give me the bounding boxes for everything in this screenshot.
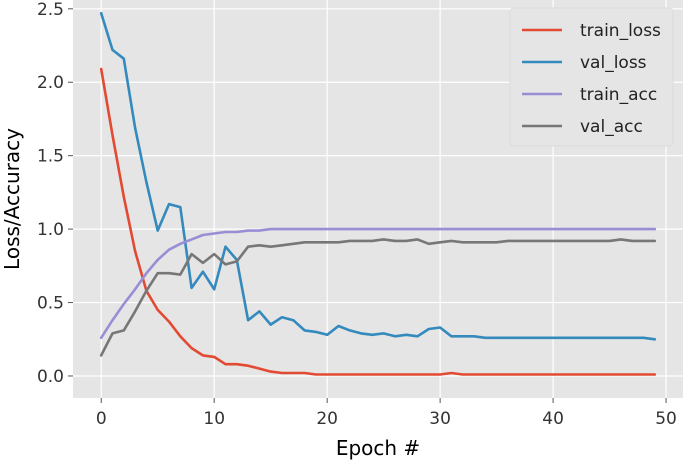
x-tick-label: 40 — [542, 409, 564, 429]
axis-ticks: 0 10 20 30 40 50 0.0 0.5 1.0 1.5 2.0 2.5 — [37, 0, 677, 429]
legend: train_loss val_loss train_acc val_acc — [509, 7, 674, 147]
y-tick-label: 0.0 — [37, 367, 64, 387]
legend-label-train-acc: train_acc — [580, 85, 657, 105]
x-axis-label: Epoch # — [336, 436, 420, 460]
x-tick-label: 50 — [655, 409, 677, 429]
y-axis-label: Loss/Accuracy — [0, 128, 24, 270]
x-tick-label: 20 — [316, 409, 338, 429]
series-layer — [99, 11, 657, 376]
x-tick-label: 30 — [429, 409, 451, 429]
y-tick-label: 2.0 — [37, 73, 64, 93]
y-tick-label: 2.5 — [37, 0, 64, 20]
series-line-train-acc — [99, 227, 657, 340]
series-line-train-loss — [99, 67, 657, 376]
series-line-val-loss — [99, 11, 657, 341]
y-tick-label: 1.0 — [37, 220, 64, 240]
legend-label-val-acc: val_acc — [580, 117, 643, 137]
legend-label-val-loss: val_loss — [580, 53, 647, 73]
series-line-val-acc — [99, 238, 657, 357]
y-tick-label: 0.5 — [37, 294, 64, 314]
legend-label-train-loss: train_loss — [580, 21, 661, 41]
legend-box — [509, 7, 674, 147]
x-tick-label: 10 — [203, 409, 225, 429]
y-tick-label: 1.5 — [37, 147, 64, 167]
x-tick-label: 0 — [96, 409, 107, 429]
